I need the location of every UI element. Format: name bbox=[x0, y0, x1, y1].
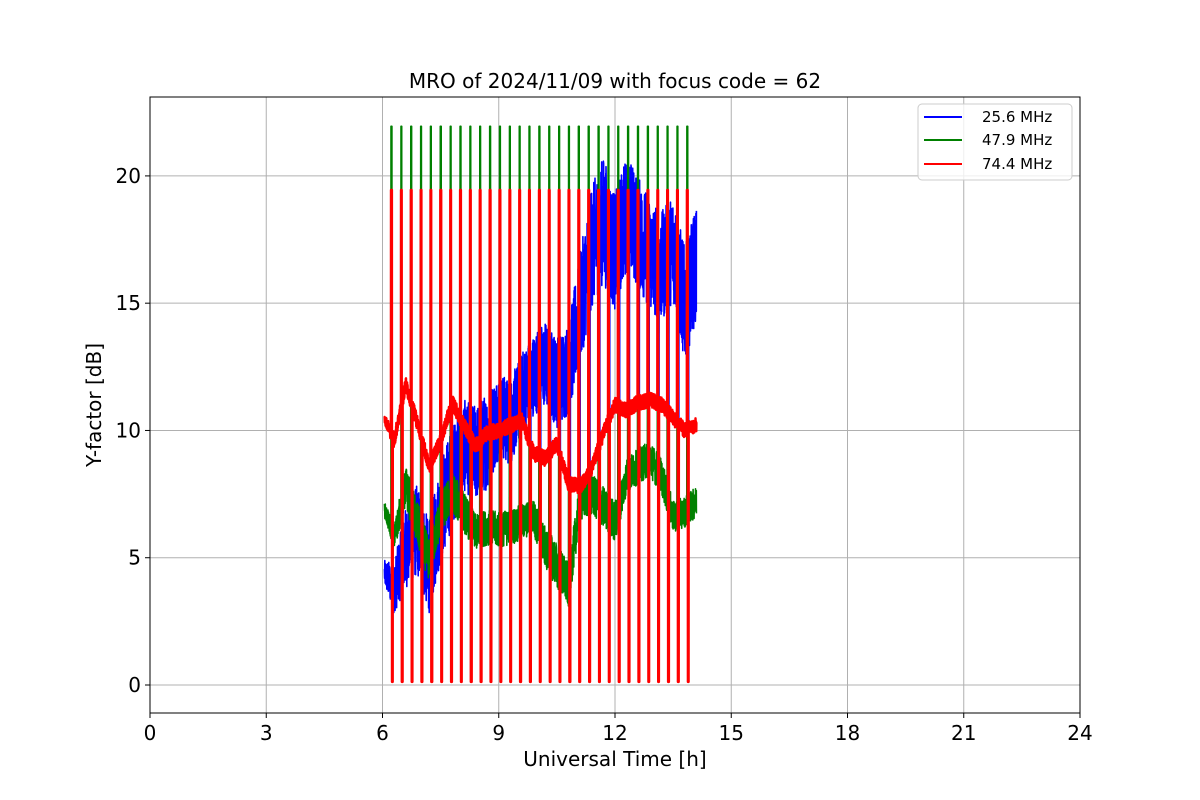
y-tick-label: 0 bbox=[128, 673, 141, 697]
y-tick-label: 20 bbox=[116, 164, 141, 188]
y-tick-label: 10 bbox=[116, 418, 141, 442]
x-tick-label: 9 bbox=[492, 721, 505, 745]
y-tick-label: 15 bbox=[116, 291, 141, 315]
x-tick-label: 6 bbox=[376, 721, 389, 745]
legend-box bbox=[917, 103, 1073, 181]
axis-ticks: 0 3 6 9 12 15 18 21 24 0 5 10 15 20 bbox=[116, 164, 1093, 745]
x-tick-label: 18 bbox=[835, 721, 860, 745]
x-axis-title: Universal Time [h] bbox=[523, 747, 706, 771]
chart-title: MRO of 2024/11/09 with focus code = 62 bbox=[409, 69, 821, 93]
x-tick-label: 21 bbox=[951, 721, 976, 745]
legend-label-74-4: 74.4 MHz bbox=[982, 155, 1052, 173]
y-axis-title: Y-factor [dB] bbox=[82, 343, 106, 468]
series-line-74-4 bbox=[383, 188, 698, 684]
y-tick-label: 5 bbox=[128, 546, 141, 570]
legend: 25.6 MHz 47.9 MHz 74.4 MHz bbox=[917, 103, 1073, 181]
x-tick-label: 15 bbox=[719, 721, 744, 745]
x-tick-label: 12 bbox=[602, 721, 627, 745]
legend-label-47-9: 47.9 MHz bbox=[982, 131, 1052, 149]
legend-label-25-6: 25.6 MHz bbox=[982, 108, 1052, 126]
x-tick-label: 24 bbox=[1067, 721, 1092, 745]
x-tick-label: 3 bbox=[260, 721, 273, 745]
series-layer bbox=[383, 125, 698, 684]
x-tick-label: 0 bbox=[144, 721, 157, 745]
